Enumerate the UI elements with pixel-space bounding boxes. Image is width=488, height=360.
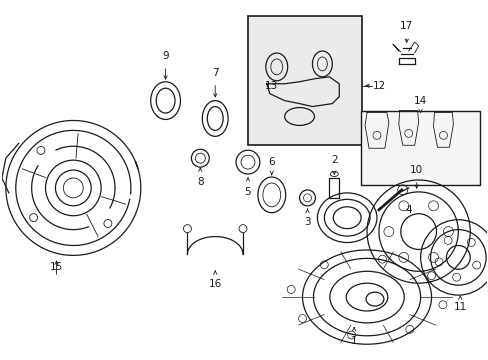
Text: 6: 6 <box>268 157 275 167</box>
Text: 1: 1 <box>350 336 357 346</box>
Text: 2: 2 <box>330 155 337 165</box>
Text: 12: 12 <box>371 81 385 91</box>
Text: 11: 11 <box>453 302 466 312</box>
Text: 8: 8 <box>197 177 203 187</box>
Text: 15: 15 <box>50 262 63 272</box>
Text: 17: 17 <box>399 21 412 31</box>
Text: 10: 10 <box>409 165 422 175</box>
Bar <box>360 111 479 185</box>
Text: 4: 4 <box>405 205 411 215</box>
Text: 14: 14 <box>413 96 427 105</box>
Text: 9: 9 <box>162 51 168 61</box>
Text: 13: 13 <box>264 81 278 91</box>
Text: 3: 3 <box>304 217 310 227</box>
Bar <box>247 16 361 145</box>
Text: 7: 7 <box>211 68 218 78</box>
Text: 16: 16 <box>208 279 222 289</box>
Text: 5: 5 <box>244 187 251 197</box>
